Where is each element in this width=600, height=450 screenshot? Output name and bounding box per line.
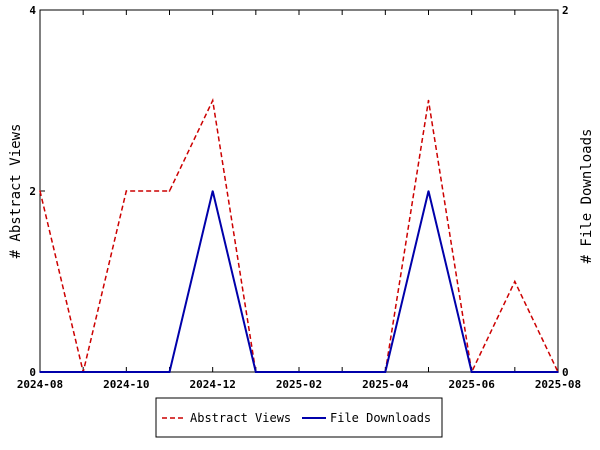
left-tick-label-0: 0 bbox=[29, 366, 36, 379]
data-point-abstract-views-2024-10 bbox=[125, 190, 128, 192]
left-tick-label-4: 4 bbox=[29, 4, 36, 17]
legend-label-abstract-views: Abstract Views bbox=[190, 411, 291, 425]
data-point-file-downloads-2025-07 bbox=[514, 371, 516, 373]
x-tick-label-2024-10: 2024-10 bbox=[103, 378, 149, 391]
right-tick-label-2: 2 bbox=[562, 4, 569, 17]
right-axis-title: # File Downloads bbox=[579, 129, 595, 264]
data-point-abstract-views-2025-07 bbox=[514, 280, 516, 283]
legend-label-file-downloads: File Downloads bbox=[330, 411, 431, 425]
data-point-file-downloads-2025-05 bbox=[427, 190, 430, 192]
data-point-file-downloads-2024-10 bbox=[125, 371, 128, 373]
right-tick-label-0: 0 bbox=[562, 366, 569, 379]
legend: Abstract Views File Downloads bbox=[155, 397, 443, 438]
x-tick-label-2025-08: 2025-08 bbox=[535, 378, 581, 391]
x-tick-label-2025-06: 2025-06 bbox=[448, 378, 495, 391]
x-tick-label-2025-04: 2025-04 bbox=[362, 378, 409, 391]
data-point-file-downloads-2025-01 bbox=[255, 371, 257, 373]
x-tick-label-2024-08: 2024-08 bbox=[17, 378, 63, 391]
x-tick-label-2025-02: 2025-02 bbox=[276, 378, 322, 391]
plot-area bbox=[39, 9, 559, 373]
data-point-file-downloads-2025-02 bbox=[298, 371, 300, 373]
data-point-file-downloads-2025-06 bbox=[470, 371, 473, 373]
data-point-abstract-views-2024-08 bbox=[39, 190, 41, 192]
x-tick-label-2024-12: 2024-12 bbox=[189, 378, 235, 391]
data-point-abstract-views-2024-11 bbox=[168, 190, 171, 192]
data-point-abstract-views-2025-05 bbox=[427, 99, 430, 102]
data-point-file-downloads-2024-12 bbox=[211, 190, 214, 192]
left-tick-label-2: 2 bbox=[29, 185, 36, 198]
legend-box bbox=[155, 397, 443, 438]
series-layer bbox=[39, 97, 559, 375]
data-point-file-downloads-2024-09 bbox=[82, 371, 84, 373]
data-point-file-downloads-2024-08 bbox=[39, 371, 41, 373]
data-point-file-downloads-2025-04 bbox=[384, 371, 387, 373]
left-axis-title: # Abstract Views bbox=[8, 124, 24, 259]
data-point-abstract-views-2024-12 bbox=[211, 99, 214, 102]
data-point-file-downloads-2025-03 bbox=[341, 371, 343, 373]
data-point-file-downloads-2025-08 bbox=[557, 371, 559, 373]
data-point-file-downloads-2024-11 bbox=[168, 371, 171, 373]
